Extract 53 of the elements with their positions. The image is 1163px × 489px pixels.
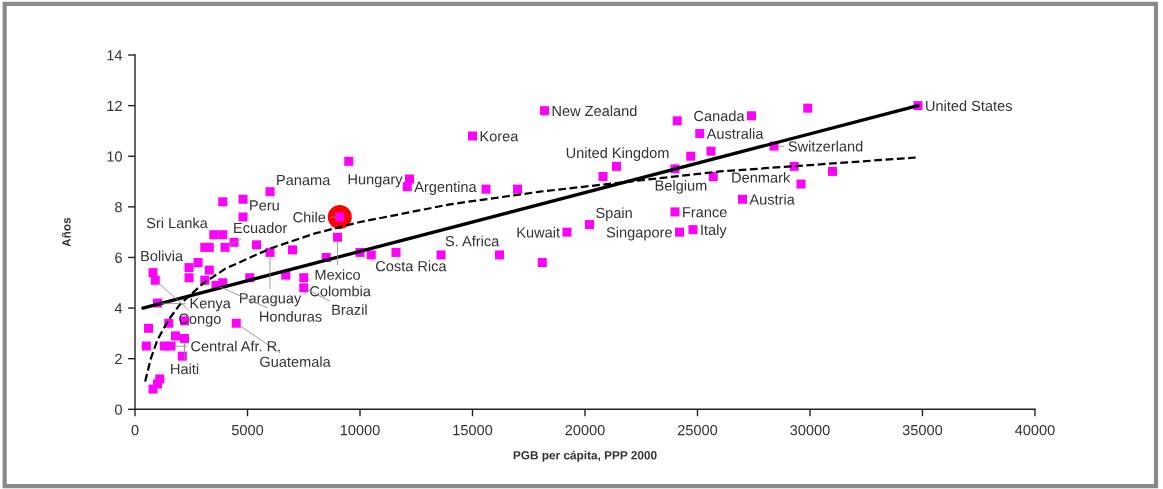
annotation: Chile <box>293 211 326 223</box>
x-tick-label: 20000 <box>565 424 605 436</box>
y-tick-label: 10 <box>107 151 122 162</box>
annotation: New Zealand <box>552 105 637 117</box>
annotation: Peru <box>250 200 279 211</box>
annotation: Central Afr. R. <box>191 340 280 352</box>
annotation: United States <box>926 100 1012 112</box>
annotation: Panama <box>277 175 331 186</box>
annotation: Colombia <box>310 285 371 297</box>
annotation: Kuwait <box>517 226 560 238</box>
x-tick-label: 25000 <box>677 424 718 436</box>
x-tick-label: 0 <box>131 424 139 436</box>
y-tick-label: 8 <box>115 201 122 213</box>
annotation: United Kingdom <box>566 147 669 161</box>
annotation: Haiti <box>171 363 199 375</box>
annotation: S. Africa <box>445 235 500 247</box>
annotation: Bolivia <box>141 250 184 262</box>
annotation: Honduras <box>260 311 322 322</box>
annotation: Denmark <box>732 172 791 183</box>
annotation: Paraguay <box>240 293 302 307</box>
y-tick-label: 4 <box>114 303 123 314</box>
y-axis-title: Años <box>62 217 71 247</box>
x-tick-label: 10000 <box>340 424 380 436</box>
y-tick-label: 12 <box>107 100 122 111</box>
x-tick-label: 35000 <box>902 424 943 436</box>
annotation: Ecuador <box>234 222 288 234</box>
y-tick-label: 0 <box>114 404 122 415</box>
annotation: Belgium <box>655 180 707 194</box>
annotation: Kenya <box>190 298 231 312</box>
annotation: Argentina <box>414 181 477 195</box>
y-tick-label: 14 <box>107 50 123 61</box>
annotation: Switzerland <box>788 140 863 152</box>
x-tick-label: 15000 <box>453 424 493 436</box>
annotation: Brazil <box>332 304 367 315</box>
annotation: Korea <box>480 131 519 142</box>
x-tick-label: 40000 <box>1015 424 1055 436</box>
x-tick-label: 5000 <box>231 424 264 436</box>
y-tick-label: 6 <box>115 252 122 263</box>
annotation: Sri Lanka <box>146 217 208 229</box>
annotation: Spain <box>596 207 632 221</box>
x-axis-title: PGB per cápita, PPP 2000 <box>513 450 657 462</box>
annotation: Canada <box>694 110 745 122</box>
annotation: Singapore <box>606 226 672 241</box>
annotation: France <box>683 207 727 218</box>
annotation: Austria <box>749 193 795 205</box>
annotation: Australia <box>706 128 764 139</box>
annotation: Mexico <box>315 269 360 280</box>
annotation: Guatemala <box>260 356 331 367</box>
x-tick-label: 30000 <box>790 424 830 436</box>
annotation: Costa Rica <box>375 260 447 272</box>
y-tick-label: 2 <box>115 353 122 364</box>
annotation: Italy <box>701 224 727 238</box>
annotation: Hungary <box>348 174 403 188</box>
